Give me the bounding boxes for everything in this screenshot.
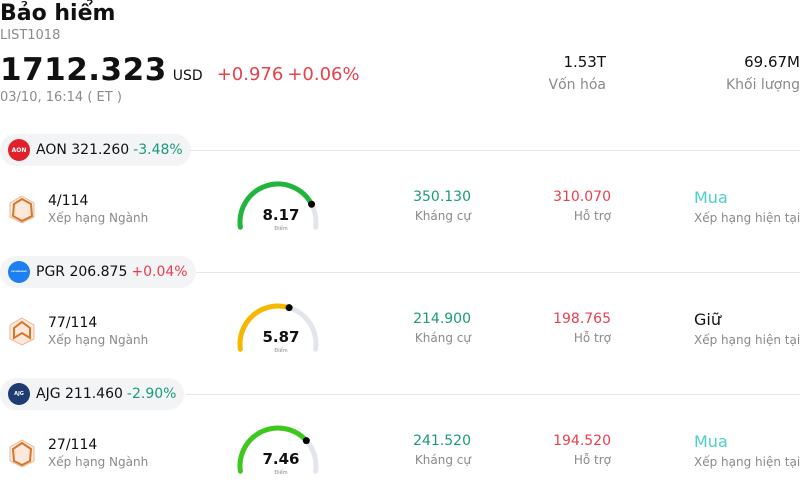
index-price: 1712.323 <box>0 52 167 88</box>
stock-row-ajg[interactable]: 27/114 Xếp hạng Ngành 7.46 Điểm 241.520 … <box>0 418 800 488</box>
current-rating: Giữ Xếp hạng hiện tại <box>694 310 800 347</box>
list-code: LIST1018 <box>0 28 61 43</box>
support-value: 198.765 <box>553 311 611 327</box>
ticker-price: PGR 206.875 <box>36 264 128 280</box>
resistance: 214.900 Kháng cự <box>351 311 471 345</box>
score-gauge <box>237 181 319 230</box>
ajg-logo-icon: AJG <box>8 383 30 405</box>
volume-value: 69.67M <box>744 53 800 71</box>
score-value: 7.46 <box>262 450 300 468</box>
resistance: 241.520 Kháng cự <box>351 433 471 467</box>
resistance-label: Kháng cự <box>414 209 471 223</box>
score-value: 8.17 <box>262 206 300 224</box>
support-label: Hỗ trợ <box>573 331 611 345</box>
rating-label: Xếp hạng hiện tại <box>694 455 800 469</box>
ticker-change-percent: -2.90% <box>126 386 177 402</box>
industry-rank: 27/114 <box>48 437 98 453</box>
stock-chip-pgr[interactable]: PROGRESSIVE PGR 206.875 +0.04% <box>0 256 196 288</box>
ticker-change-percent: -3.48% <box>133 142 183 158</box>
support: 198.765 Hỗ trợ <box>491 311 611 345</box>
gauge-fill <box>237 181 315 230</box>
market-cap-value: 1.53T <box>563 53 606 71</box>
price-change-percent: +0.06% <box>287 64 360 85</box>
volume-stat: 69.67M Khối lượng <box>680 53 800 93</box>
gauge-marker <box>285 304 293 312</box>
market-cap-stat: 1.53T Vốn hóa <box>486 53 606 93</box>
industry-rank: 77/114 <box>48 315 98 331</box>
rating-value: Mua <box>694 188 728 207</box>
industry-rank-icon <box>9 195 35 224</box>
resistance-value: 350.130 <box>413 189 471 205</box>
resistance-value: 214.900 <box>413 311 471 327</box>
score-gauge <box>237 425 319 474</box>
stock-row-aon[interactable]: 4/114 Xếp hạng Ngành 8.17 Điểm 350.130 K… <box>0 174 800 254</box>
timestamp: 03/10, 16:14 ( ET ) <box>0 90 122 105</box>
score-gauge <box>237 303 319 352</box>
divider <box>196 272 800 273</box>
industry-rank-label: Xếp hạng Ngành <box>48 333 149 347</box>
rating-label: Xếp hạng hiện tại <box>694 333 800 347</box>
score-label: Điểm <box>274 226 288 232</box>
current-rating: Mua Xếp hạng hiện tại <box>694 188 800 225</box>
resistance-value: 241.520 <box>413 433 471 449</box>
score-label: Điểm <box>274 470 288 476</box>
gauge-marker <box>302 437 310 445</box>
industry-rank-icon <box>9 317 35 346</box>
industry-rank-label: Xếp hạng Ngành <box>48 211 149 225</box>
stock-row-pgr[interactable]: 77/114 Xếp hạng Ngành 5.87 Điểm 214.900 … <box>0 296 800 376</box>
gauge-fill <box>237 303 292 352</box>
gauge-fill <box>237 425 309 474</box>
support-label: Hỗ trợ <box>573 453 611 467</box>
progressive-logo-icon: PROGRESSIVE <box>8 261 30 283</box>
price-row: 1712.323 USD +0.976 +0.06% <box>0 52 360 92</box>
gauge-marker <box>308 200 316 208</box>
support-label: Hỗ trợ <box>573 209 611 223</box>
stock-chip-ajg[interactable]: AJG AJG 211.460 -2.90% <box>0 378 185 410</box>
industry-rank-icon <box>9 439 35 468</box>
current-rating: Mua Xếp hạng hiện tại <box>694 432 800 469</box>
price-change: +0.976 <box>216 64 284 85</box>
score-label: Điểm <box>274 348 288 354</box>
divider <box>190 150 800 151</box>
aon-logo-icon: AON <box>8 139 30 161</box>
rating-value: Mua <box>694 432 728 451</box>
resistance-label: Kháng cự <box>414 453 471 467</box>
rating-label: Xếp hạng hiện tại <box>694 211 800 225</box>
page-title: Bảo hiểm <box>0 1 116 26</box>
score-value: 5.87 <box>262 328 300 346</box>
support: 310.070 Hỗ trợ <box>491 189 611 223</box>
support-value: 194.520 <box>553 433 611 449</box>
divider <box>186 394 800 395</box>
resistance-label: Kháng cự <box>414 331 471 345</box>
ticker-price: AJG 211.460 <box>36 386 123 402</box>
resistance: 350.130 Kháng cự <box>351 189 471 223</box>
stock-chip-aon[interactable]: AON AON 321.260 -3.48% <box>0 134 191 166</box>
support: 194.520 Hỗ trợ <box>491 433 611 467</box>
market-cap-label: Vốn hóa <box>548 77 606 93</box>
support-value: 310.070 <box>553 189 611 205</box>
industry-rank-label: Xếp hạng Ngành <box>48 455 149 469</box>
rating-value: Giữ <box>694 310 721 329</box>
currency: USD <box>172 68 203 84</box>
volume-label: Khối lượng <box>725 77 800 93</box>
ticker-price: AON 321.260 <box>36 142 130 158</box>
industry-rank: 4/114 <box>48 193 89 209</box>
ticker-change-percent: +0.04% <box>131 264 188 280</box>
